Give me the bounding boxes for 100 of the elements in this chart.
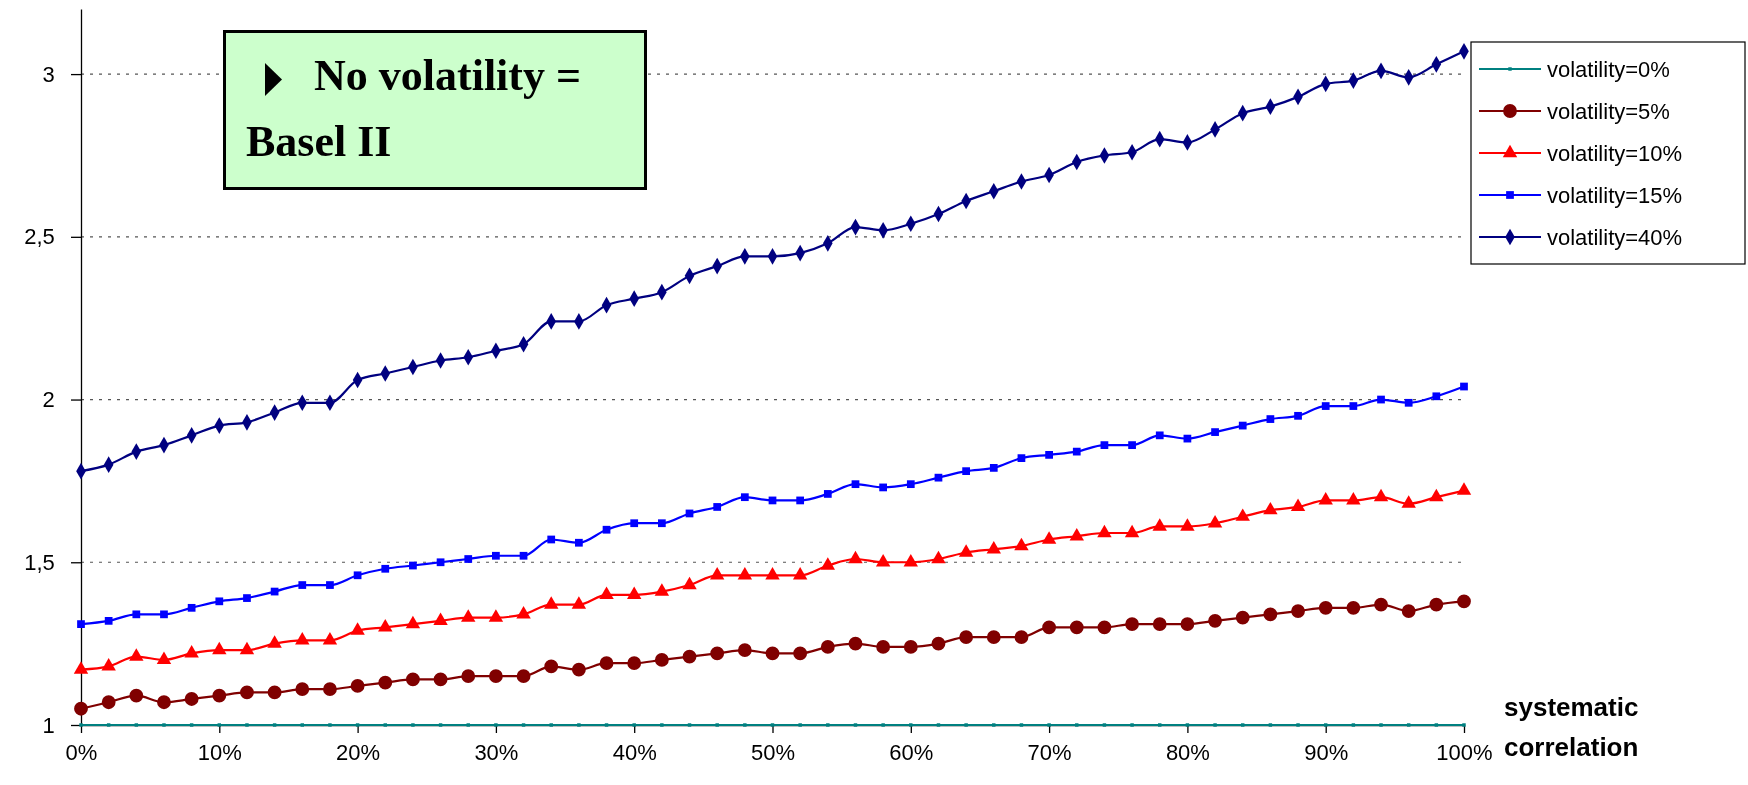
point [604, 723, 609, 727]
point [162, 723, 166, 727]
point [129, 688, 144, 703]
point [1346, 492, 1361, 505]
annotation: No volatility = Basel II [223, 30, 647, 190]
point [1152, 617, 1167, 632]
point [826, 723, 830, 727]
point [433, 672, 448, 687]
point [353, 571, 362, 580]
point [599, 586, 614, 599]
point [1457, 594, 1471, 609]
point [571, 596, 587, 609]
point [1130, 723, 1134, 727]
point [737, 566, 753, 580]
point [958, 544, 974, 557]
point [713, 503, 722, 511]
point [903, 553, 919, 567]
point [934, 473, 943, 482]
point [1373, 488, 1389, 502]
point [657, 519, 666, 528]
point [1075, 723, 1079, 727]
point [272, 723, 277, 727]
x-tick-label: 100% [1436, 740, 1493, 766]
y-tick-label: 1,5 [24, 549, 55, 575]
point [492, 551, 500, 560]
point [1069, 527, 1084, 541]
point [715, 723, 719, 727]
point [1047, 723, 1051, 727]
point [1014, 537, 1029, 551]
point [909, 723, 913, 727]
point [212, 688, 227, 703]
point [848, 636, 863, 651]
x-axis-title: systematic correlation [1504, 691, 1640, 764]
point [323, 682, 337, 697]
point [602, 525, 611, 534]
point [986, 540, 1001, 554]
point [156, 651, 172, 665]
point [1045, 451, 1053, 459]
point [436, 558, 445, 567]
point [1072, 447, 1081, 456]
point [378, 619, 393, 632]
point [765, 566, 780, 580]
point [1102, 723, 1107, 727]
point [488, 609, 504, 622]
point [989, 464, 998, 472]
point [1404, 398, 1413, 407]
point [820, 639, 835, 654]
point [1318, 492, 1333, 505]
y-tick-label: 2,5 [24, 224, 55, 250]
x-tick-label: 90% [1304, 740, 1349, 766]
point [132, 610, 141, 619]
point [630, 519, 639, 528]
point [1041, 531, 1057, 544]
x-tick-label: 40% [612, 740, 657, 766]
point [626, 586, 642, 599]
point [1124, 524, 1140, 538]
point [875, 553, 891, 567]
point [1290, 498, 1306, 512]
x-tick-label: 60% [889, 740, 934, 766]
point [267, 635, 282, 648]
point [187, 603, 196, 612]
point [267, 685, 282, 700]
point [1213, 723, 1217, 727]
x-tick-label: 80% [1165, 740, 1210, 766]
point [709, 566, 725, 580]
point [1208, 613, 1222, 628]
point [355, 723, 360, 727]
point [547, 535, 556, 544]
point [1042, 620, 1057, 635]
point [1240, 723, 1245, 727]
point [245, 723, 249, 727]
point [851, 480, 860, 489]
point [409, 561, 417, 570]
point [405, 615, 421, 629]
point [654, 653, 669, 667]
point [798, 723, 802, 727]
point [1323, 723, 1328, 727]
point [906, 480, 915, 489]
point [986, 630, 1001, 645]
point [1155, 431, 1164, 440]
point [599, 656, 614, 671]
point [464, 555, 473, 563]
point [1207, 514, 1223, 528]
point [964, 723, 968, 727]
point [687, 723, 692, 727]
point [660, 723, 664, 727]
point [494, 723, 498, 727]
point [243, 594, 251, 602]
point [1185, 723, 1190, 727]
point [1211, 428, 1219, 436]
point [350, 622, 365, 635]
point [853, 723, 858, 727]
point [461, 669, 476, 684]
point [1263, 607, 1278, 622]
y-tick-label: 3 [42, 61, 55, 87]
point [1019, 723, 1024, 727]
point [1014, 630, 1029, 645]
point [1351, 723, 1356, 727]
point [129, 648, 144, 661]
point [184, 645, 199, 658]
